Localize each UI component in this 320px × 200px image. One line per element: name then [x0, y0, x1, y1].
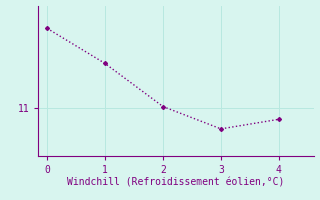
X-axis label: Windchill (Refroidissement éolien,°C): Windchill (Refroidissement éolien,°C) — [67, 178, 285, 188]
